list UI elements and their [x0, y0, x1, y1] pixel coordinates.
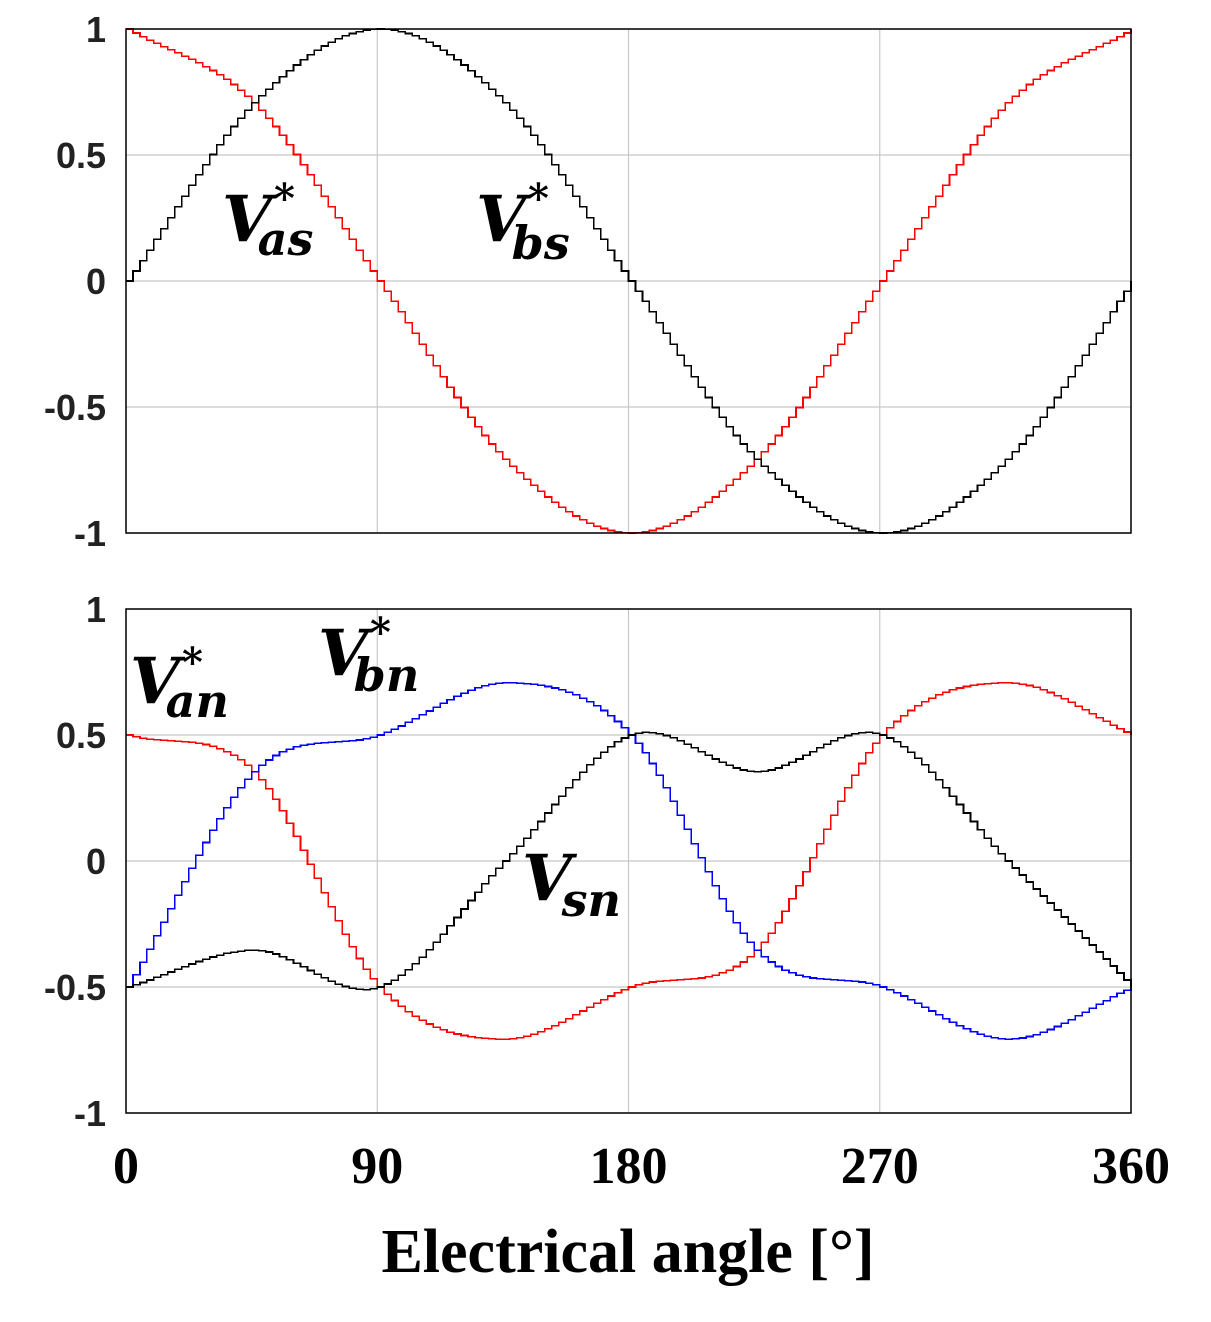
- label-van: Van: [130, 644, 229, 728]
- x-tick-label: 270: [841, 1138, 919, 1195]
- top-series-vstar-bs: [126, 28, 1132, 534]
- top-ytick-label: -0.5: [44, 387, 106, 428]
- bottom-x-tick-labels: 0 90 180 270 360: [113, 1138, 1170, 1195]
- bottom-ytick-label: 0: [86, 841, 106, 882]
- label-vas: Vas: [222, 182, 313, 266]
- label-van-star: *: [182, 639, 203, 686]
- bottom-series-vsn: [126, 731, 1132, 991]
- label-vas-star: *: [274, 175, 295, 222]
- bottom-y-tick-labels: 1 0.5 0 -0.5 -1: [44, 589, 106, 1134]
- bottom-series: [126, 682, 1132, 1040]
- label-vbn: Vbn: [318, 616, 419, 702]
- bottom-ytick-label: -0.5: [44, 967, 106, 1008]
- x-tick-label: 180: [590, 1138, 668, 1195]
- label-vbs-star: *: [528, 175, 549, 222]
- x-tick-label: 360: [1092, 1138, 1170, 1195]
- x-tick-label: 0: [113, 1138, 139, 1195]
- x-tick-label: 90: [351, 1138, 403, 1195]
- bottom-ytick-label: -1: [74, 1093, 106, 1134]
- top-ytick-label: 1: [86, 9, 106, 50]
- label-vsn: Vsn: [522, 841, 621, 927]
- bottom-panel: 1 0.5 0 -0.5 -1 0 90 180 270 360 Van * Vbn * Vsn…: [44, 589, 1170, 1286]
- bottom-plot-frame: [125, 608, 1132, 1114]
- bottom-series-vstar-an: [126, 682, 1132, 1040]
- bottom-ytick-label: 0.5: [56, 715, 106, 756]
- label-vbs: Vbs: [476, 182, 570, 270]
- x-axis-label: Electrical angle [°]: [381, 1218, 874, 1286]
- top-ytick-label: -1: [74, 513, 106, 554]
- top-y-tick-labels: 1 0.5 0 -0.5 -1: [44, 9, 106, 554]
- label-vbn-star: *: [370, 609, 391, 656]
- top-ytick-label: 0.5: [56, 135, 106, 176]
- top-ytick-label: 0: [86, 261, 106, 302]
- top-panel: 1 0.5 0 -0.5 -1 Vas * Vbs *: [44, 9, 1132, 554]
- bottom-ytick-label: 1: [86, 589, 106, 630]
- top-plot-frame: [125, 28, 1132, 534]
